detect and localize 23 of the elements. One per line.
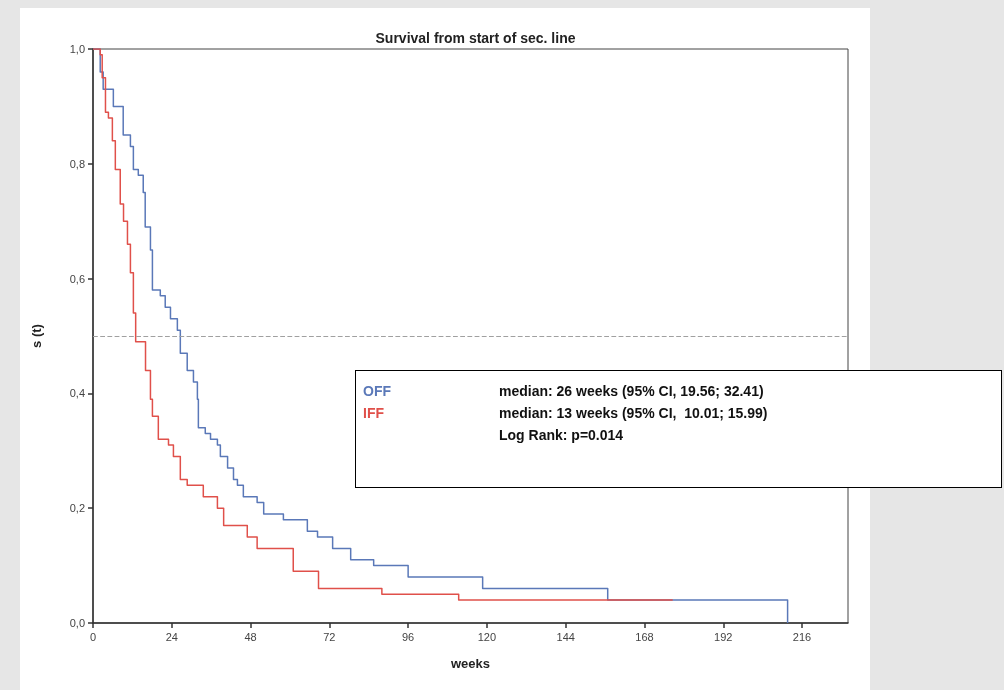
y-axis-title: s (t) bbox=[29, 324, 44, 348]
annotation: median: 13 weeks (95% CI, 10.01; 15.99) bbox=[499, 405, 768, 423]
x-tick-label: 0 bbox=[89, 630, 97, 643]
chart-title: Survival from start of sec. line bbox=[375, 30, 576, 46]
y-tick-label: 0,0 bbox=[69, 617, 85, 629]
x-tick-label: 120 bbox=[477, 630, 497, 643]
annotation: Log Rank: p=0.014 bbox=[499, 427, 625, 445]
text-box: OFF IFF median: 26 weeks (95% CI, 19.56; 32.41) median: 13 weeks (95% CI, 10.01; 15.99) Log Rank: p=0.014 bbox=[355, 370, 1002, 488]
y-tick-label: 0,2 bbox=[69, 502, 85, 515]
x-tick-label: 216 bbox=[792, 630, 812, 643]
x-tick-label: 96 bbox=[402, 630, 415, 643]
x-tick-label: 192 bbox=[714, 630, 733, 643]
y-tick-label: 0,4 bbox=[69, 387, 85, 400]
x-tick-label: 24 bbox=[165, 630, 178, 643]
y-tick-label: 0,6 bbox=[69, 272, 85, 285]
y-tick-label: 0,8 bbox=[69, 157, 85, 170]
x-tick-label: 72 bbox=[323, 630, 336, 643]
y-tick-label: 1,0 bbox=[69, 43, 85, 55]
x-tick-label: 168 bbox=[635, 630, 654, 643]
x-axis-title: weeks bbox=[449, 656, 491, 671]
annotation: median: 26 weeks (95% CI, 19.56; 32.41) bbox=[499, 383, 765, 401]
x-tick-label: 48 bbox=[244, 630, 257, 643]
x-tick-label: 144 bbox=[556, 630, 575, 643]
